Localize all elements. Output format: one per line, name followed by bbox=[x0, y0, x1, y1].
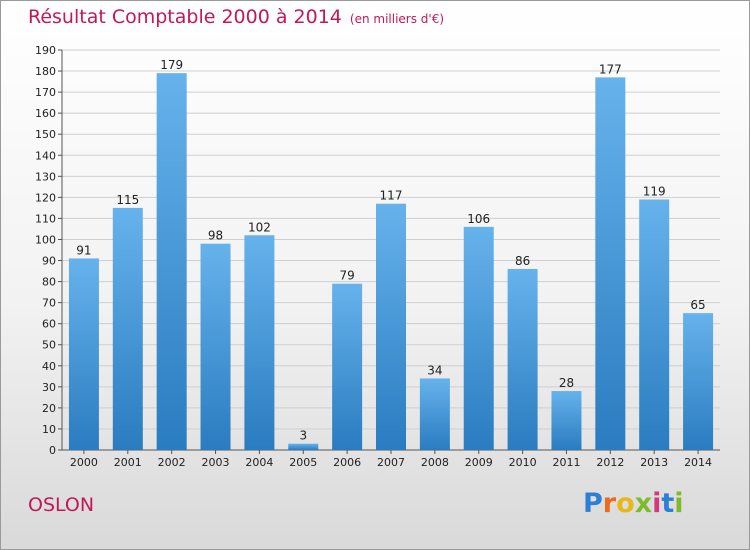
x-tick-label: 2001 bbox=[114, 456, 142, 469]
data-label: 117 bbox=[380, 189, 403, 203]
y-tick-label: 10 bbox=[42, 423, 56, 436]
x-tick-label: 2005 bbox=[289, 456, 317, 469]
bar bbox=[112, 207, 143, 450]
x-tick-label: 2012 bbox=[596, 456, 624, 469]
y-tick-label: 190 bbox=[35, 44, 56, 57]
chart-title: Résultat Comptable 2000 à 2014 bbox=[28, 6, 342, 28]
data-label: 34 bbox=[427, 363, 442, 377]
bar bbox=[244, 235, 275, 450]
x-tick-label: 2011 bbox=[552, 456, 580, 469]
bar bbox=[419, 378, 450, 450]
y-tick-label: 150 bbox=[35, 128, 56, 141]
data-label: 79 bbox=[339, 269, 354, 283]
x-tick-label: 2008 bbox=[421, 456, 449, 469]
bar bbox=[463, 226, 494, 450]
chart-subtitle: (en milliers d'€) bbox=[349, 12, 445, 26]
bar bbox=[683, 313, 714, 450]
x-tick-label: 2002 bbox=[158, 456, 186, 469]
data-label: 3 bbox=[299, 429, 307, 443]
bar bbox=[156, 73, 187, 450]
proxiti-logo[interactable]: Proxiti bbox=[583, 488, 684, 519]
y-tick-label: 60 bbox=[42, 318, 56, 331]
bar bbox=[551, 391, 582, 450]
y-tick-label: 100 bbox=[35, 233, 56, 246]
logo-letter: P bbox=[583, 488, 603, 519]
data-label: 91 bbox=[76, 243, 91, 257]
bar bbox=[639, 199, 670, 450]
x-tick-label: 2000 bbox=[70, 456, 98, 469]
x-tick-label: 2010 bbox=[509, 456, 537, 469]
x-tick-label: 2006 bbox=[333, 456, 361, 469]
data-label: 102 bbox=[248, 220, 271, 234]
data-label: 177 bbox=[599, 62, 622, 76]
data-label: 179 bbox=[160, 58, 183, 72]
bar bbox=[200, 243, 231, 450]
logo-letter: r bbox=[602, 488, 617, 519]
data-label: 86 bbox=[515, 254, 530, 268]
logo-letter: o bbox=[616, 488, 635, 519]
x-tick-label: 2014 bbox=[684, 456, 712, 469]
logo-letter: x bbox=[634, 488, 653, 519]
bar bbox=[376, 203, 406, 450]
data-label: 119 bbox=[643, 184, 666, 198]
x-tick-label: 2007 bbox=[377, 456, 405, 469]
y-tick-label: 80 bbox=[42, 276, 56, 289]
y-tick-label: 140 bbox=[35, 149, 56, 162]
logo-letter: t bbox=[661, 488, 675, 519]
x-tick-label: 2009 bbox=[465, 456, 493, 469]
data-label: 28 bbox=[559, 376, 574, 390]
x-tick-label: 2003 bbox=[202, 456, 230, 469]
bar bbox=[68, 258, 99, 450]
chart-title-block: Résultat Comptable 2000 à 2014 (en millie… bbox=[28, 6, 444, 28]
y-tick-label: 130 bbox=[35, 170, 56, 183]
bar bbox=[507, 268, 538, 450]
y-tick-label: 170 bbox=[35, 86, 56, 99]
x-tick-label: 2013 bbox=[640, 456, 668, 469]
bar bbox=[332, 283, 363, 450]
y-tick-label: 50 bbox=[42, 339, 56, 352]
data-label: 115 bbox=[116, 193, 139, 207]
bar bbox=[288, 443, 319, 450]
y-tick-label: 0 bbox=[49, 444, 56, 457]
y-tick-label: 160 bbox=[35, 107, 56, 120]
y-tick-label: 30 bbox=[42, 381, 56, 394]
commune-name: OSLON bbox=[28, 494, 95, 516]
y-tick-label: 90 bbox=[42, 255, 56, 268]
y-tick-label: 20 bbox=[42, 402, 56, 415]
logo-letter: i bbox=[674, 488, 684, 519]
data-label: 106 bbox=[467, 212, 490, 226]
x-tick-label: 2004 bbox=[245, 456, 273, 469]
data-label: 98 bbox=[208, 229, 223, 243]
y-tick-label: 70 bbox=[42, 297, 56, 310]
y-tick-label: 110 bbox=[35, 212, 56, 225]
logo-letter: i bbox=[652, 488, 662, 519]
bar bbox=[595, 77, 626, 451]
y-tick-label: 120 bbox=[35, 191, 56, 204]
data-label: 65 bbox=[690, 298, 705, 312]
y-tick-label: 40 bbox=[42, 360, 56, 373]
y-tick-label: 180 bbox=[35, 65, 56, 78]
